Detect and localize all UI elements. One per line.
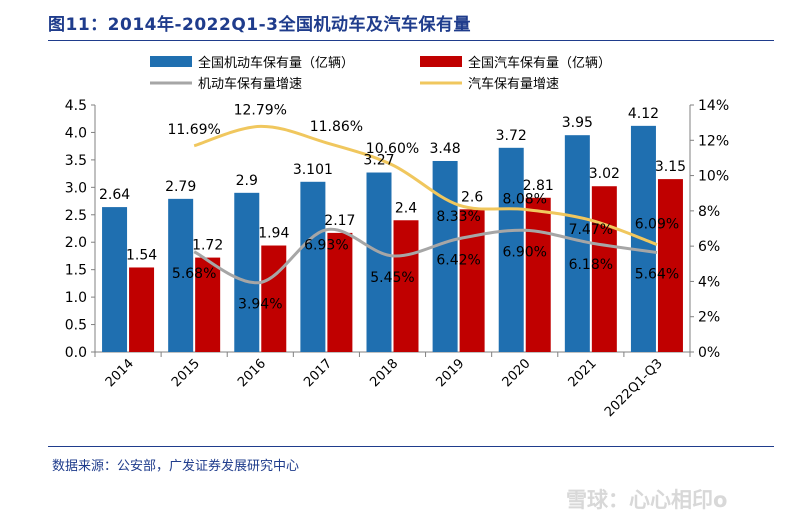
car-bar xyxy=(591,186,617,352)
car-growth-line xyxy=(193,124,658,246)
x-tick-label: 2015 xyxy=(169,356,203,390)
motor-vehicle-growth-line xyxy=(193,227,658,285)
car-bar-label: 2.4 xyxy=(395,200,417,216)
left-tick-label: 3.0 xyxy=(65,180,87,196)
motor-vehicle-bar-label: 3.101 xyxy=(293,162,333,178)
right-tick-label: 0% xyxy=(698,345,720,361)
left-tick-label: 4.5 xyxy=(65,98,87,114)
data-labels: 2.64 1.54 2.79 1.72 2.9 1.94 3.101 2.17 3.27 2.4 3… xyxy=(99,102,686,312)
legend-swatch xyxy=(150,56,192,67)
bars xyxy=(102,125,683,352)
chart-title: 图11：2014年-2022Q1-3全国机动车及汽车保有量 xyxy=(48,15,472,35)
left-tick-label: 4.0 xyxy=(65,125,87,141)
legend-label: 汽车保有量增速 xyxy=(468,76,559,92)
car-bar-label: 2.6 xyxy=(461,189,483,205)
car-bar-label: 3.15 xyxy=(655,159,686,175)
motor-vehicle-bar-label: 2.9 xyxy=(236,173,258,189)
vehicle-ownership-chart: 全国机动车保有量（亿辆） 全国汽车保有量（亿辆） 机动车保有量增速 汽车保有量增速 0… xyxy=(65,55,729,420)
right-tick-label: 8% xyxy=(698,204,720,220)
motor-vehicle-growth-label: 6.93% xyxy=(304,238,348,254)
left-tick-label: 1.0 xyxy=(65,290,87,306)
car-growth-label: 7.47% xyxy=(569,222,613,238)
legend-label: 机动车保有量增速 xyxy=(198,76,302,92)
motor-vehicle-bar xyxy=(366,172,392,352)
car-bar xyxy=(327,232,353,352)
motor-vehicle-bar-label: 3.72 xyxy=(496,128,527,144)
lines xyxy=(193,124,658,285)
car-bar xyxy=(393,220,419,352)
right-tick-label: 12% xyxy=(698,133,729,149)
motor-vehicle-growth-label: 6.18% xyxy=(569,257,613,273)
motor-vehicle-bar xyxy=(234,192,260,352)
right-tick-label: 14% xyxy=(698,98,729,114)
motor-vehicle-bar-label: 2.64 xyxy=(99,187,130,203)
legend: 全国机动车保有量（亿辆） 全国汽车保有量（亿辆） 机动车保有量增速 汽车保有量增速 xyxy=(150,55,611,92)
motor-vehicle-growth-label: 5.45% xyxy=(370,270,414,286)
car-growth-label: 10.60% xyxy=(366,141,419,157)
car-bar-label: 1.94 xyxy=(258,226,289,242)
bottom-rule xyxy=(48,446,774,447)
motor-vehicle-growth-label: 6.90% xyxy=(502,244,546,260)
car-bar xyxy=(129,267,155,352)
car-bar xyxy=(525,197,551,352)
watermark: 雪球：心心相印o xyxy=(566,488,728,512)
right-tick-label: 2% xyxy=(698,310,720,326)
car-bar xyxy=(459,209,485,352)
left-tick-label: 2.0 xyxy=(65,235,87,251)
legend-label: 全国汽车保有量（亿辆） xyxy=(468,55,611,71)
motor-vehicle-growth-label: 6.42% xyxy=(436,253,480,269)
car-growth-label: 11.86% xyxy=(310,119,363,135)
motor-vehicle-bar xyxy=(498,147,524,352)
car-bar-label: 1.54 xyxy=(126,247,157,263)
car-bar-label: 2.81 xyxy=(523,178,554,194)
left-tick-label: 1.5 xyxy=(65,263,87,279)
motor-vehicle-growth-label: 5.68% xyxy=(172,266,216,282)
car-growth-label: 11.69% xyxy=(167,122,220,138)
right-tick-label: 6% xyxy=(698,239,720,255)
motor-vehicle-bar-label: 3.27 xyxy=(363,153,394,169)
x-tick-label: 2014 xyxy=(103,356,137,390)
left-tick-label: 2.5 xyxy=(65,208,87,224)
x-tick-label: 2019 xyxy=(433,356,467,390)
motor-vehicle-bar xyxy=(168,198,194,352)
motor-vehicle-bar-label: 4.12 xyxy=(628,106,659,122)
motor-vehicle-bar-label: 3.48 xyxy=(430,141,461,157)
x-tick-label: 2017 xyxy=(301,356,335,390)
car-growth-label: 8.08% xyxy=(502,191,546,207)
car-bar-label: 3.02 xyxy=(589,166,620,182)
car-bar xyxy=(657,179,683,352)
legend-swatch xyxy=(420,56,462,67)
right-tick-label: 10% xyxy=(698,169,729,185)
motor-vehicle-bar xyxy=(300,181,326,352)
right-tick-label: 4% xyxy=(698,274,720,290)
motor-vehicle-growth-label: 5.64% xyxy=(635,266,679,282)
car-growth-label: 8.33% xyxy=(436,209,480,225)
motor-vehicle-bar xyxy=(102,207,128,352)
motor-vehicle-bar-label: 3.95 xyxy=(562,115,593,131)
top-rule xyxy=(48,40,774,41)
car-bar-label: 1.72 xyxy=(192,238,223,254)
x-tick-label: 2018 xyxy=(367,356,401,390)
x-tick-label: 2022Q1-Q3 xyxy=(602,356,666,420)
left-tick-label: 3.5 xyxy=(65,153,87,169)
car-growth-label: 12.79% xyxy=(234,102,287,118)
left-tick-label: 0.0 xyxy=(65,345,87,361)
x-tick-label: 2021 xyxy=(566,356,600,390)
car-bar xyxy=(261,245,287,352)
car-bar xyxy=(195,257,221,352)
motor-vehicle-growth-label: 3.94% xyxy=(238,296,282,312)
car-bar-label: 2.17 xyxy=(324,213,355,229)
legend-label: 全国机动车保有量（亿辆） xyxy=(198,55,354,71)
left-tick-label: 0.5 xyxy=(65,318,87,334)
x-tick-label: 2020 xyxy=(500,356,534,390)
source-note: 数据来源：公安部，广发证券发展研究中心 xyxy=(52,459,300,474)
motor-vehicle-bar-label: 2.79 xyxy=(165,179,196,195)
car-growth-label: 6.09% xyxy=(635,217,679,233)
x-tick-label: 2016 xyxy=(235,356,269,390)
motor-vehicle-bar xyxy=(564,135,590,352)
